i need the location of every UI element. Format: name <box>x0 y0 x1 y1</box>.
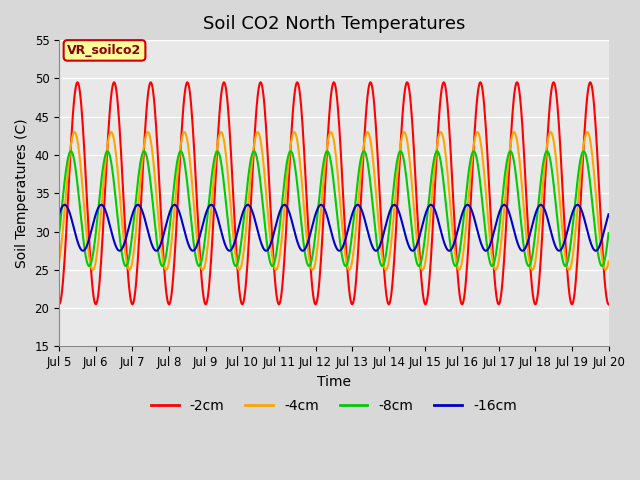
Title: Soil CO2 North Temperatures: Soil CO2 North Temperatures <box>203 15 465 33</box>
X-axis label: Time: Time <box>317 375 351 389</box>
Legend: -2cm, -4cm, -8cm, -16cm: -2cm, -4cm, -8cm, -16cm <box>145 393 522 419</box>
Y-axis label: Soil Temperatures (C): Soil Temperatures (C) <box>15 119 29 268</box>
Text: VR_soilco2: VR_soilco2 <box>67 44 141 57</box>
